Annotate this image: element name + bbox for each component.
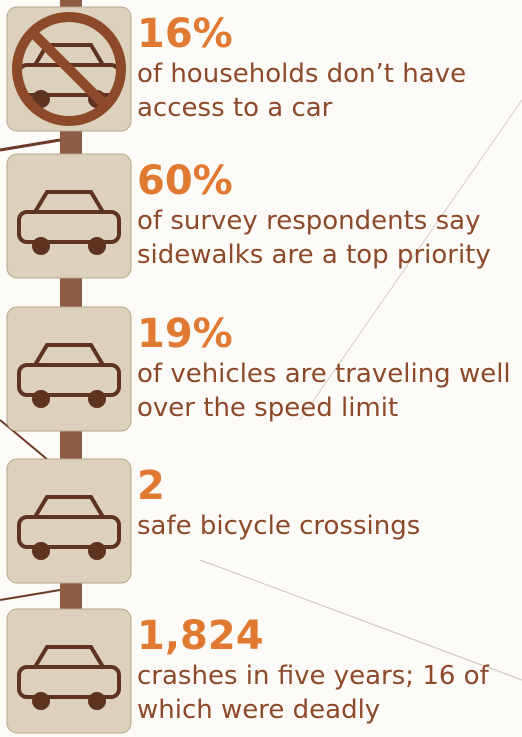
page: 16%of households don’t have access to a … — [0, 0, 522, 731]
stat-description: safe bicycle crossings — [137, 509, 517, 543]
icon — [5, 607, 133, 735]
stat-description: of vehicles are traveling well over the … — [137, 357, 517, 425]
stat-value: 2 — [137, 465, 165, 507]
stat-row: 19%of vehicles are traveling well over t… — [5, 305, 520, 435]
icon — [5, 305, 133, 433]
stat-value: 16% — [137, 13, 233, 55]
stat-description: crashes in five years; 16 of which were … — [137, 659, 517, 727]
stat-row: 16%of households don’t have access to a … — [5, 5, 520, 135]
stat-value: 19% — [137, 313, 233, 355]
stat-description: of households don’t have access to a car — [137, 57, 517, 125]
icon — [5, 152, 133, 280]
stat-value: 1,824 — [137, 615, 264, 657]
stat-value: 60% — [137, 160, 233, 202]
icon — [5, 457, 133, 585]
stat-row: 60%of survey respondents say sidewalks a… — [5, 152, 520, 282]
stat-description: of survey respondents say sidewalks are … — [137, 204, 517, 272]
icon — [5, 5, 133, 133]
